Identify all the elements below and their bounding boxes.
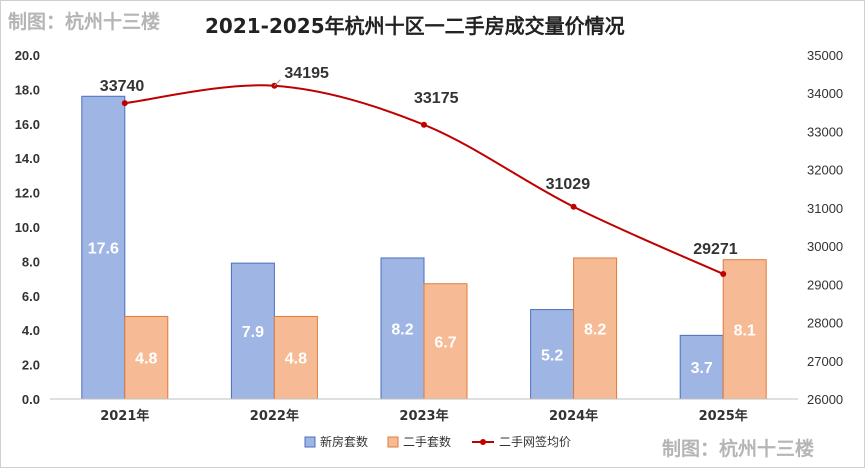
legend: 新房套数 二手套数 二手网签均价: [304, 434, 571, 449]
new-house-bar: [230, 262, 275, 400]
price-point: [570, 203, 577, 210]
left-tick-label: 18.0: [15, 82, 40, 97]
x-tick-label: 2024年: [549, 408, 598, 424]
new-house-bar: [81, 95, 126, 400]
new-house-bar-label: 7.9: [242, 324, 264, 341]
right-tick-label: 26000: [807, 392, 843, 407]
watermark-bottom: 制图：杭州十三楼: [662, 437, 814, 460]
legend-label: 新房套数: [320, 434, 368, 449]
x-tick-label: 2025年: [699, 408, 748, 424]
second-hand-bar-label: 4.8: [135, 351, 157, 368]
price-point: [121, 100, 128, 107]
second-hand-bar: [573, 257, 618, 400]
right-axis: 26000 27000 28000 29000 30000 31000 32000 33000…: [807, 48, 843, 407]
new-house-bar-label: 8.2: [391, 321, 413, 338]
legend-label: 二手网签均价: [499, 434, 571, 449]
price-label: 33740: [100, 78, 145, 95]
price-label: 34195: [284, 65, 329, 82]
watermark-top: 制图：杭州十三楼: [8, 10, 160, 33]
x-tick-label: 2021年: [100, 408, 149, 424]
left-tick-label: 8.0: [22, 254, 40, 269]
second-hand-bar-label: 6.7: [434, 334, 456, 351]
left-tick-label: 20.0: [15, 48, 40, 63]
second-hand-bar: [124, 315, 169, 400]
right-tick-label: 29000: [807, 277, 843, 292]
new-house-bar-label: 5.2: [541, 347, 563, 364]
left-tick-label: 2.0: [22, 358, 40, 373]
price-label-leader: [274, 79, 281, 87]
second-hand-bar: [273, 315, 318, 400]
price-point: [421, 121, 427, 128]
legend-label: 二手套数: [403, 434, 451, 449]
left-tick-label: 14.0: [15, 151, 40, 166]
left-tick-label: 10.0: [15, 220, 40, 235]
left-axis: 0.0 2.0 4.0 6.0 8.0 10.0 12.0 14.0 16.0 18.0 20.0: [15, 48, 40, 407]
right-tick-label: 27000: [807, 354, 843, 369]
second-hand-bar-label: 4.8: [285, 351, 307, 368]
bar-series: 17.6 4.8 7.9 4.8 8.2 6.7 5.2 8.2 3.7 8.1: [81, 95, 767, 400]
left-tick-label: 6.0: [22, 289, 40, 304]
left-tick-label: 12.0: [15, 186, 40, 201]
second-hand-bar-label: 8.1: [734, 322, 756, 339]
second-hand-bar: [722, 259, 767, 400]
left-tick-label: 4.0: [22, 323, 40, 338]
chart-title: 2021-2025年杭州十区一二手房成交量价情况: [205, 14, 625, 38]
second-hand-bar-label: 8.2: [584, 321, 606, 338]
new-house-bar: [380, 257, 425, 400]
legend-swatch-price-dot: [480, 439, 486, 445]
new-house-bar-label: 17.6: [88, 241, 119, 258]
new-house-bar: [530, 309, 575, 400]
line-series: 33740 34195 33175 31029 29271: [100, 65, 738, 277]
new-house-bar: [679, 334, 724, 400]
second-hand-bar: [423, 283, 468, 400]
right-tick-label: 28000: [807, 316, 843, 331]
new-house-bar-label: 3.7: [691, 360, 713, 377]
price-label: 31029: [546, 176, 591, 193]
price-label: 33175: [414, 90, 459, 107]
x-axis: 2021年 2022年 2023年 2024年 2025年: [50, 398, 798, 424]
right-tick-label: 33000: [807, 124, 843, 139]
legend-swatch-new-house: [304, 436, 316, 448]
right-tick-label: 34000: [807, 86, 843, 101]
right-tick-label: 31000: [807, 201, 843, 216]
left-tick-label: 0.0: [22, 392, 40, 407]
price-label: 29271: [693, 241, 738, 258]
right-tick-label: 30000: [807, 239, 843, 254]
right-tick-label: 35000: [807, 48, 843, 63]
x-tick-label: 2022年: [250, 408, 299, 424]
right-tick-label: 32000: [807, 163, 843, 178]
price-point: [720, 270, 727, 277]
legend-swatch-second-hand: [387, 436, 399, 448]
x-tick-label: 2023年: [399, 408, 448, 424]
left-tick-label: 16.0: [15, 117, 40, 132]
